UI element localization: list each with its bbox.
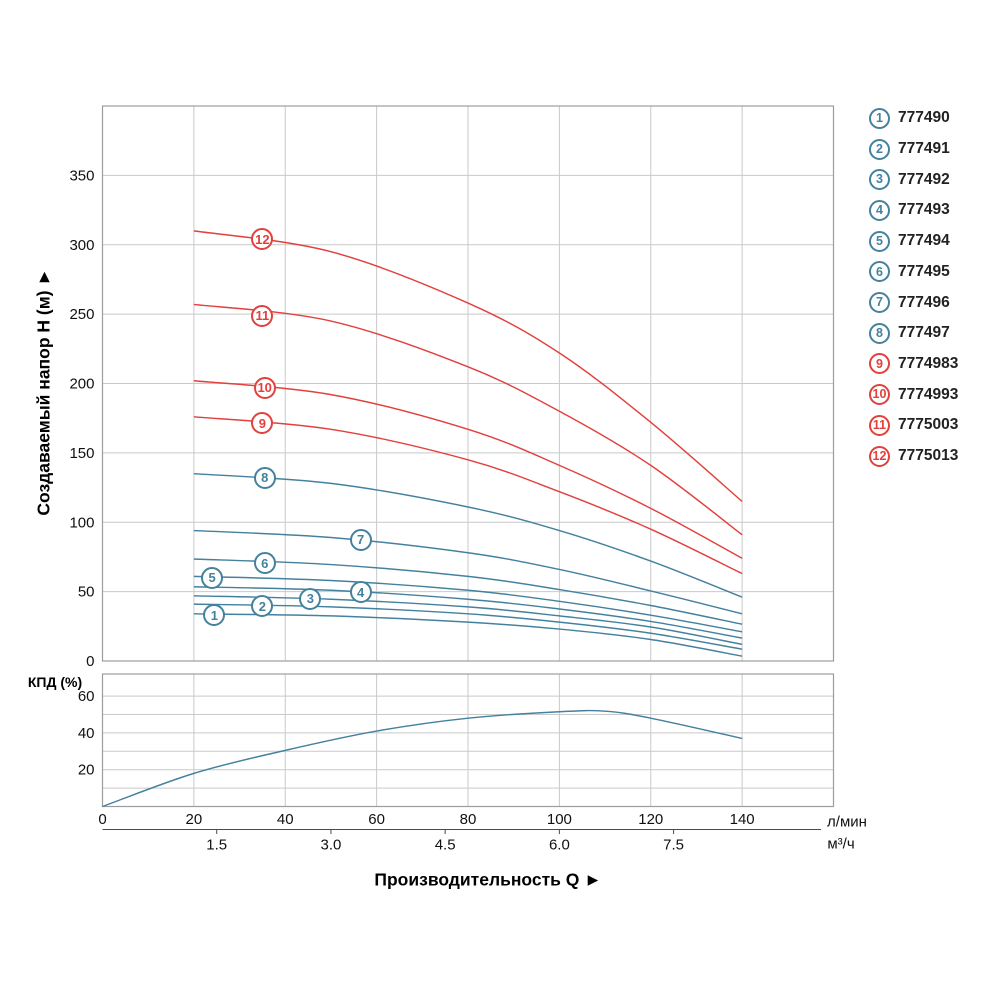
efficiency-y-tick-label: 20 bbox=[78, 762, 95, 779]
curve-badge-10: 10 bbox=[253, 376, 276, 399]
curve-badge-12: 12 bbox=[251, 228, 274, 251]
x-tick-label: 20 bbox=[186, 811, 203, 828]
legend-model-number: 7775003 bbox=[898, 416, 959, 434]
head-curve-1 bbox=[193, 613, 743, 657]
head-curve-4 bbox=[193, 586, 743, 639]
legend-item-11: 11 7775003 bbox=[869, 414, 958, 436]
x-tick-label: 140 bbox=[730, 811, 755, 828]
head-y-tick-label: 350 bbox=[69, 167, 94, 184]
legend-item-9: 9 7774983 bbox=[869, 353, 958, 375]
head-curve-11 bbox=[193, 303, 743, 536]
curve-badge-4: 4 bbox=[349, 581, 372, 604]
head-y-tick-label: 0 bbox=[86, 653, 94, 670]
head-curve-10 bbox=[193, 380, 743, 559]
head-curve-12 bbox=[193, 230, 743, 502]
head-curve-9 bbox=[193, 416, 743, 575]
head-curve-5 bbox=[193, 575, 743, 633]
x-unit-secondary-label: м³/ч bbox=[827, 835, 855, 853]
curve-badge-7: 7 bbox=[349, 528, 372, 551]
legend-number-badge: 5 bbox=[869, 230, 890, 252]
legend-number-badge: 11 bbox=[869, 414, 890, 436]
x-tick-label: 100 bbox=[547, 811, 572, 828]
legend-model-number: 777490 bbox=[898, 109, 950, 127]
gridlines bbox=[102, 106, 834, 807]
legend-number-badge: 10 bbox=[869, 384, 890, 406]
head-y-tick-label: 300 bbox=[69, 237, 94, 254]
legend-number-badge: 9 bbox=[869, 353, 890, 375]
legend-model-number: 7774993 bbox=[898, 385, 959, 403]
head-y-tick-label: 150 bbox=[69, 445, 94, 462]
legend-model-number: 777494 bbox=[898, 232, 950, 250]
legend-model-number: 7775013 bbox=[898, 447, 959, 464]
legend-model-number: 777497 bbox=[898, 324, 950, 342]
x-tick-label: 120 bbox=[638, 811, 663, 828]
legend-item-12: 12 7775013 bbox=[869, 445, 958, 467]
head-curves bbox=[193, 230, 743, 657]
legend-model-number: 777493 bbox=[898, 201, 950, 219]
head-y-tick-label: 100 bbox=[69, 514, 94, 531]
x-tick-label: 60 bbox=[368, 811, 385, 828]
curve-badge-2: 2 bbox=[251, 595, 274, 618]
legend-number-badge: 3 bbox=[869, 169, 890, 191]
efficiency-y-tick-label: 40 bbox=[78, 725, 95, 742]
curve-badge-9: 9 bbox=[251, 412, 274, 435]
legend-item-3: 3 777492 bbox=[869, 169, 950, 191]
legend-model-number: 777492 bbox=[898, 170, 950, 188]
legend-item-10: 10 7774993 bbox=[869, 384, 958, 406]
legend-number-badge: 4 bbox=[869, 199, 890, 221]
efficiency-curve bbox=[102, 709, 743, 808]
legend-item-7: 7 777496 bbox=[869, 292, 950, 314]
secondary-x-tick-label: 3.0 bbox=[321, 837, 342, 854]
legend-number-badge: 6 bbox=[869, 261, 890, 283]
legend-item-1: 1 777490 bbox=[869, 107, 950, 129]
legend-number-badge: 7 bbox=[869, 292, 890, 313]
legend-number-badge: 12 bbox=[869, 445, 890, 467]
y-axis-title: Создаваемый напор Н (м) ► bbox=[33, 268, 54, 516]
legend-model-number: 7774983 bbox=[898, 354, 959, 372]
x-tick-label: 0 bbox=[98, 811, 106, 828]
efficiency-axis-title: КПД (%) bbox=[27, 674, 83, 690]
legend-model-number: 777495 bbox=[898, 262, 950, 280]
curve-badge-11: 11 bbox=[251, 304, 274, 327]
head-curve-6 bbox=[193, 558, 743, 625]
x-tick-label: 40 bbox=[277, 811, 294, 828]
x-unit-primary-label: л/мин bbox=[827, 813, 867, 831]
efficiency-y-tick-label: 60 bbox=[78, 688, 95, 705]
head-y-tick-label: 250 bbox=[69, 306, 94, 323]
secondary-x-tick-label: 7.5 bbox=[663, 837, 684, 854]
head-y-tick-label: 200 bbox=[69, 376, 94, 393]
x-tick-label: 80 bbox=[460, 811, 477, 828]
curve-badge-6: 6 bbox=[253, 552, 276, 575]
secondary-x-tick-label: 1.5 bbox=[206, 837, 227, 854]
legend-item-4: 4 777493 bbox=[869, 199, 950, 221]
curve-badge-1: 1 bbox=[203, 604, 226, 627]
legend-item-2: 2 777491 bbox=[869, 138, 950, 160]
x-axis-title: Производительность Q ► bbox=[374, 869, 602, 890]
legend-item-6: 6 777495 bbox=[869, 261, 950, 283]
legend-item-8: 8 777497 bbox=[869, 322, 950, 344]
efficiency-plot-border bbox=[101, 673, 835, 808]
secondary-x-tick-label: 6.0 bbox=[549, 837, 570, 854]
head-curve-7 bbox=[193, 529, 743, 615]
head-plot-border bbox=[101, 105, 835, 662]
legend-number-badge: 1 bbox=[869, 107, 890, 129]
curve-badge-3: 3 bbox=[299, 587, 322, 610]
curve-badge-5: 5 bbox=[201, 566, 224, 589]
legend-model-number: 777496 bbox=[898, 293, 950, 311]
head-y-tick-label: 50 bbox=[78, 584, 95, 601]
legend-number-badge: 2 bbox=[869, 138, 890, 160]
legend-item-5: 5 777494 bbox=[869, 230, 950, 252]
secondary-x-tick-label: 4.5 bbox=[435, 837, 456, 854]
curve-badge-8: 8 bbox=[253, 466, 276, 489]
head-curve-8 bbox=[193, 472, 743, 598]
legend-model-number: 777491 bbox=[898, 140, 950, 157]
secondary-axis bbox=[102, 829, 821, 834]
legend-number-badge: 8 bbox=[869, 322, 890, 344]
